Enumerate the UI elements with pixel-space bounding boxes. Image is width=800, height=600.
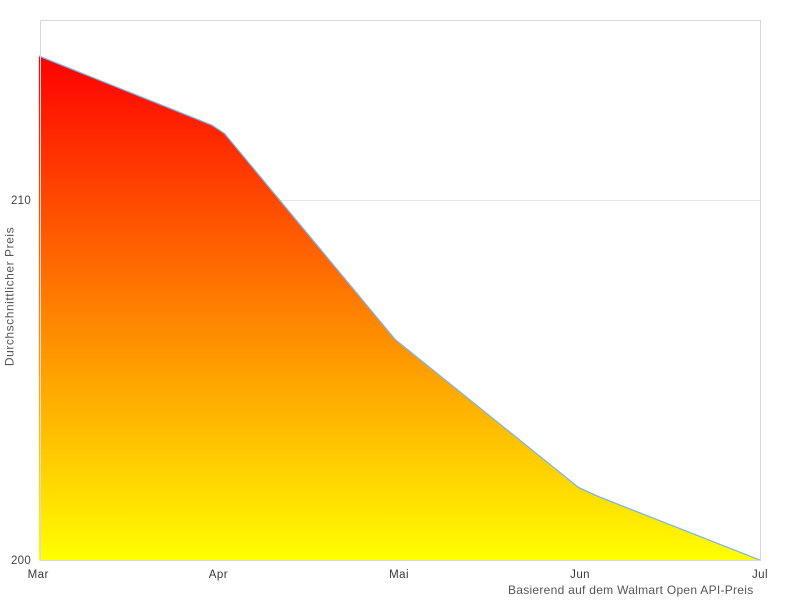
- svg-text:Jul: Jul: [752, 569, 768, 581]
- svg-text:Jun: Jun: [570, 569, 590, 581]
- svg-text:210: 210: [11, 195, 31, 207]
- svg-text:Basierend auf dem Walmart Open: Basierend auf dem Walmart Open API-Preis: [508, 583, 754, 597]
- svg-text:Mar: Mar: [28, 569, 49, 581]
- svg-text:Mai: Mai: [389, 569, 409, 581]
- svg-text:Apr: Apr: [209, 569, 228, 581]
- svg-text:200: 200: [11, 555, 31, 567]
- svg-text:Durchschnittlicher Preis: Durchschnittlicher Preis: [3, 227, 17, 366]
